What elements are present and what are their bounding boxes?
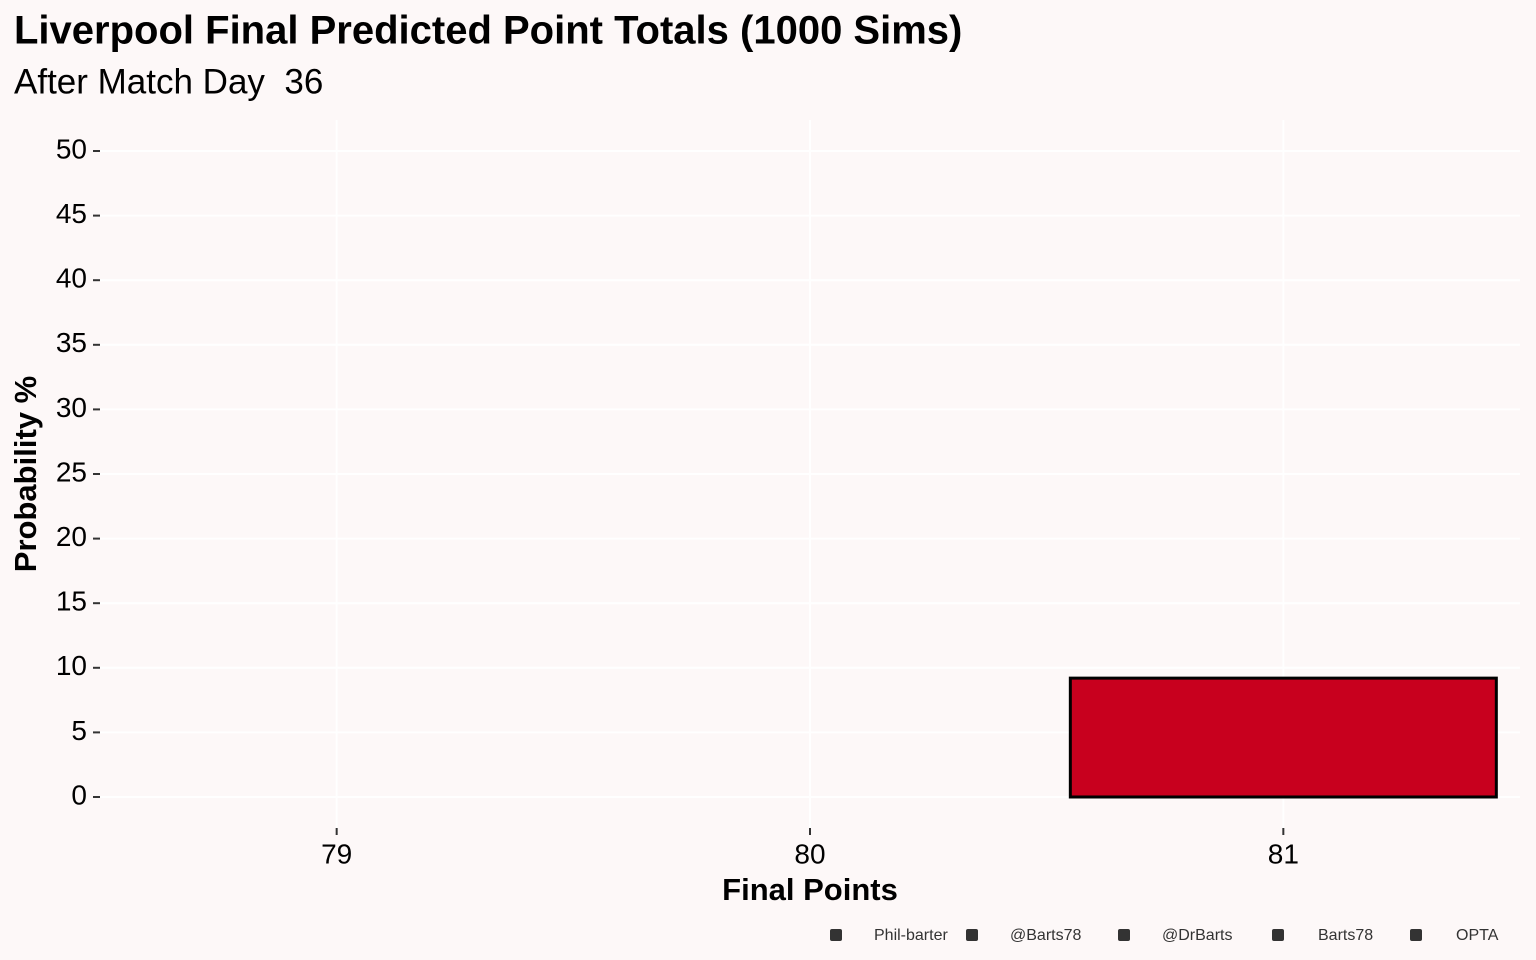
bar <box>1068 676 1498 799</box>
caption-icon <box>830 929 842 941</box>
y-tick-label: 20 <box>56 521 87 552</box>
caption-icon <box>1272 929 1284 941</box>
caption-text: Phil-barter <box>874 927 948 944</box>
caption-icon <box>1118 929 1130 941</box>
y-tick-label: 35 <box>56 327 87 358</box>
y-axis-title: Probability % <box>8 376 43 572</box>
caption-text: @Barts78 <box>1010 927 1081 944</box>
y-tick-label: 5 <box>71 715 87 746</box>
y-tick-label: 40 <box>56 263 87 294</box>
y-tick-label: 10 <box>56 650 87 681</box>
y-tick-label: 0 <box>71 779 87 810</box>
x-tick-label: 79 <box>321 838 352 869</box>
caption-text: Barts78 <box>1318 927 1373 944</box>
x-axis-title: Final Points <box>722 872 898 907</box>
caption-icon <box>1410 929 1422 941</box>
caption-text: @DrBarts <box>1162 927 1232 944</box>
x-tick-label: 81 <box>1268 838 1299 869</box>
caption-icon <box>966 929 978 941</box>
y-tick-label: 50 <box>56 133 87 164</box>
chart-title: Liverpool Final Predicted Point Totals (… <box>14 9 962 53</box>
y-tick-label: 25 <box>56 456 87 487</box>
y-tick-label: 15 <box>56 586 87 617</box>
x-tick-label: 80 <box>794 838 825 869</box>
chart-subtitle: After Match Day 36 <box>14 62 323 101</box>
caption-text: OPTA <box>1456 927 1499 944</box>
y-tick-label: 30 <box>56 392 87 423</box>
y-tick-label: 45 <box>56 198 87 229</box>
